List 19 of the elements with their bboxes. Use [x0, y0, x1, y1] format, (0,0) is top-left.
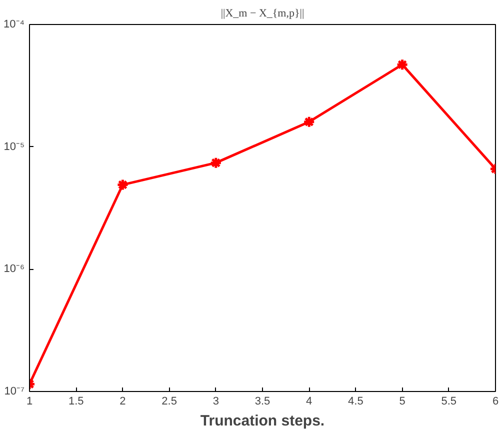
point [210, 156, 222, 170]
chart-title: ||X_m − X_{m,p}|| [220, 8, 304, 20]
x-tick-label: 3 [212, 396, 219, 408]
x-tick-label: 1 [26, 396, 33, 408]
x-tick-label: 2 [120, 396, 126, 408]
point [302, 116, 316, 128]
y-tick-label: 10⁻⁷ [4, 386, 25, 398]
x-axis-title: Truncation steps. [200, 412, 325, 430]
y-tick-label: 10⁻⁶ [4, 263, 24, 276]
x-tick-label: 4.5 [348, 396, 364, 408]
x-tick-label: 1.5 [68, 396, 84, 408]
y-tick-label: 10⁻⁴ [4, 18, 25, 30]
x-tick-label: 4 [306, 396, 312, 408]
x-tick-label: 5 [399, 396, 406, 408]
x-tick-label: 6 [492, 396, 499, 408]
x-tick-label: 5.5 [441, 396, 457, 408]
x-tick-label: 2.5 [162, 396, 177, 408]
x-tick-label: 3.5 [254, 396, 270, 408]
y-tick-label: 10⁻⁵ [4, 140, 24, 153]
